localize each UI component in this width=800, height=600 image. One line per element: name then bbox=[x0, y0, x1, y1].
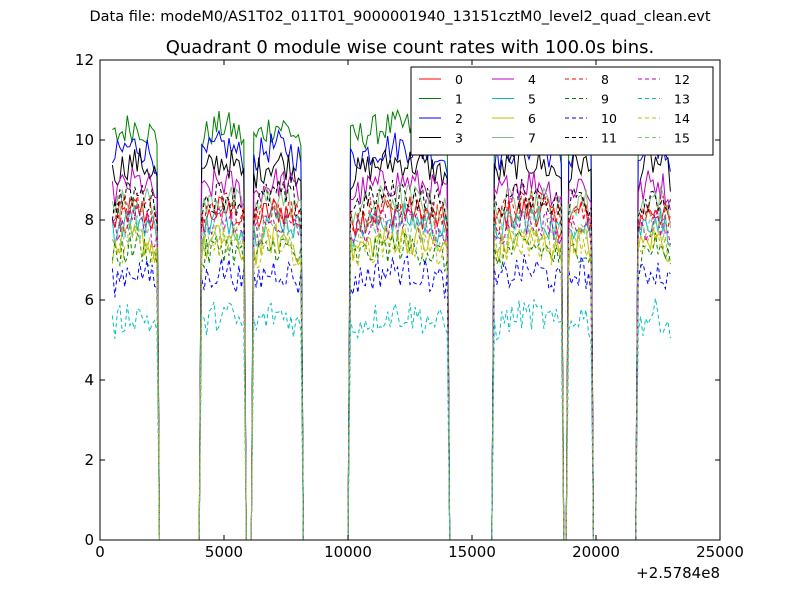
series-line-9 bbox=[111, 230, 671, 541]
chart-suptitle: Data file: modeM0/AS1T02_011T01_90000019… bbox=[89, 9, 711, 25]
legend-label-4: 4 bbox=[528, 72, 536, 87]
legend-label-5: 5 bbox=[528, 92, 536, 107]
legend-label-0: 0 bbox=[455, 72, 463, 87]
legend-label-14: 14 bbox=[674, 111, 690, 126]
series-line-8 bbox=[111, 190, 671, 541]
legend-label-10: 10 bbox=[601, 111, 617, 126]
series-line-15 bbox=[111, 211, 671, 541]
legend-label-8: 8 bbox=[601, 72, 609, 87]
series-line-12 bbox=[112, 205, 671, 541]
y-tick-label: 10 bbox=[75, 131, 94, 149]
plot-lines bbox=[111, 108, 671, 541]
legend-label-6: 6 bbox=[528, 111, 536, 126]
legend-label-15: 15 bbox=[674, 131, 690, 146]
series-line-13 bbox=[111, 298, 671, 541]
legend-label-13: 13 bbox=[674, 92, 690, 107]
y-tick-label: 0 bbox=[84, 531, 94, 549]
series-line-4 bbox=[111, 167, 671, 541]
y-tick-label: 12 bbox=[75, 51, 94, 69]
legend-box bbox=[410, 66, 714, 156]
series-line-3 bbox=[111, 145, 671, 541]
x-tick-label: 10000 bbox=[324, 543, 372, 561]
x-offset-label: +2.5784e8 bbox=[636, 564, 720, 582]
x-tick-label: 20000 bbox=[572, 543, 620, 561]
y-tick-label: 2 bbox=[84, 451, 94, 469]
series-line-10 bbox=[111, 254, 671, 541]
series-line-1 bbox=[112, 108, 671, 541]
series-line-11 bbox=[111, 178, 671, 541]
y-tick-label: 6 bbox=[84, 291, 94, 309]
legend-label-3: 3 bbox=[455, 131, 463, 146]
legend-label-11: 11 bbox=[601, 131, 617, 146]
y-tick-label: 4 bbox=[84, 371, 94, 389]
series-line-0 bbox=[111, 196, 671, 541]
series-line-14 bbox=[111, 226, 671, 541]
x-tick-label: 5000 bbox=[205, 543, 243, 561]
series-line-7 bbox=[111, 183, 671, 541]
legend-label-7: 7 bbox=[528, 131, 536, 146]
series-line-6 bbox=[111, 222, 671, 541]
legend-label-12: 12 bbox=[674, 72, 690, 87]
legend-label-1: 1 bbox=[455, 92, 463, 107]
legend-label-9: 9 bbox=[601, 92, 609, 107]
legend-label-2: 2 bbox=[455, 111, 463, 126]
chart-title: Quadrant 0 module wise count rates with … bbox=[165, 37, 655, 58]
x-tick-label: 25000 bbox=[696, 543, 744, 561]
y-tick-label: 8 bbox=[84, 211, 94, 229]
x-tick-label: 15000 bbox=[448, 543, 496, 561]
x-tick-label: 0 bbox=[95, 543, 105, 561]
